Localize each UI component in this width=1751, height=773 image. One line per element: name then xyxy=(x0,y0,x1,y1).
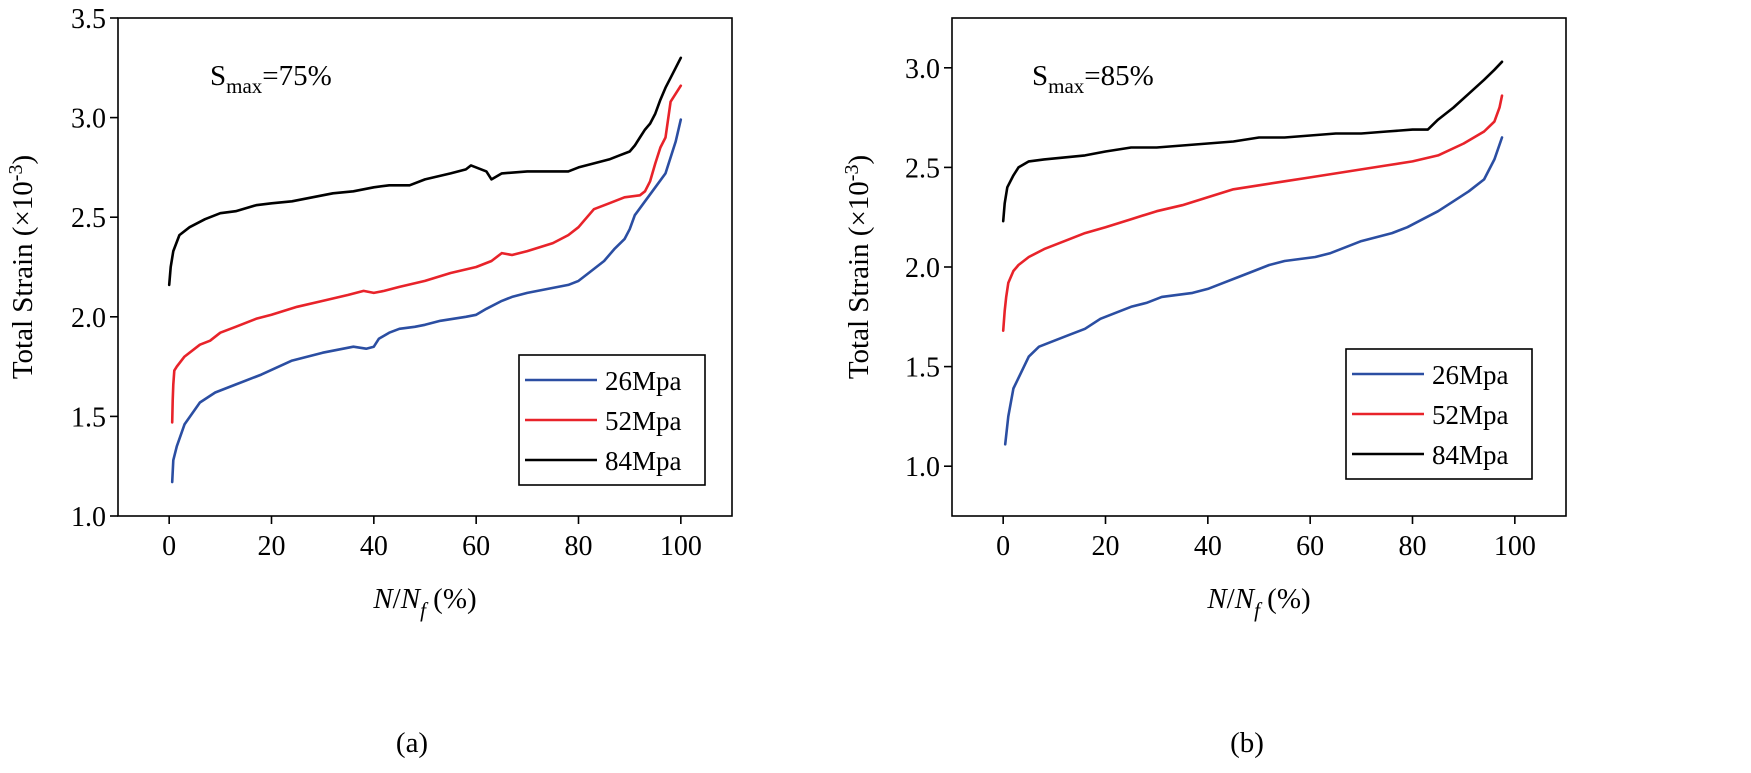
y-axis-title: Total Strain (×10-3) xyxy=(841,155,875,379)
y-axis-title-sup: -3 xyxy=(841,165,863,182)
x-tick-label: 0 xyxy=(162,531,176,562)
x-axis-title-n: N xyxy=(1206,583,1228,615)
series-line-84mpa xyxy=(1001,60,1504,223)
y-tick-label: 1.5 xyxy=(905,353,940,384)
x-axis-title-base: N xyxy=(400,583,422,615)
y-axis-title-close: ) xyxy=(7,155,39,165)
annotation-rest: =85% xyxy=(1084,60,1154,92)
plot-frame xyxy=(117,17,733,517)
x-tick-label: 40 xyxy=(360,531,388,562)
legend: 26Mpa 52Mpa 84Mpa xyxy=(1345,348,1533,480)
y-tick-label: 2.5 xyxy=(71,203,106,234)
y-tick-label: 3.0 xyxy=(71,104,106,135)
y-tick-label: 1.5 xyxy=(71,402,106,433)
y-axis-title: Total Strain (×10-3) xyxy=(5,155,39,379)
series-line-52mpa xyxy=(170,84,683,424)
annotation-rest: =75% xyxy=(262,60,332,92)
x-axis-title: N/Nf (%) xyxy=(1206,583,1310,622)
legend-label-26mpa: 26Mpa xyxy=(605,366,682,396)
y-axis-title-sup: -3 xyxy=(5,165,27,182)
x-tick-label: 80 xyxy=(1399,531,1427,562)
y-axis-title-text: Total Strain (×10 xyxy=(7,181,39,379)
x-tick-label: 60 xyxy=(462,531,490,562)
x-tick-label: 100 xyxy=(660,531,702,562)
x-axis-title-slash: / xyxy=(393,583,402,615)
panel-label: (a) xyxy=(396,727,428,759)
x-tick-label: 20 xyxy=(1092,531,1120,562)
x-axis-title-n: N xyxy=(372,583,394,615)
chart-panel-b: 0 20 40 60 80 100 1.0 1.5 2.0 2.5 3.0 26Mpa 52Mpa 84M… xyxy=(841,17,1567,759)
series-line-52mpa xyxy=(1001,94,1504,333)
x-axis-title-slash: / xyxy=(1227,583,1236,615)
legend: 26Mpa 52Mpa 84Mpa xyxy=(518,354,706,486)
chart-panel-a: 0 20 40 60 80 100 1.0 1.5 2.0 2.5 3.0 3.5 26Mpa 52Mpa… xyxy=(5,4,733,759)
legend-label-84mpa: 84Mpa xyxy=(1432,440,1509,470)
series-line-84mpa xyxy=(167,56,683,287)
x-axis-title-base: N xyxy=(1234,583,1256,615)
x-axis-title-unit: (%) xyxy=(426,583,477,615)
y-tick-label: 3.0 xyxy=(905,54,940,85)
x-tick-label: 20 xyxy=(258,531,286,562)
x-tick-label: 40 xyxy=(1194,531,1222,562)
legend-label-84mpa: 84Mpa xyxy=(605,446,682,476)
x-axis-title-sub: f xyxy=(1254,598,1263,622)
series-line-26mpa xyxy=(1003,136,1504,446)
legend-label-52mpa: 52Mpa xyxy=(605,406,682,436)
annotation-base: S xyxy=(1032,60,1048,92)
panel-label: (b) xyxy=(1230,727,1264,759)
smax-annotation: Smax=85% xyxy=(1032,60,1154,98)
smax-annotation: Smax=75% xyxy=(210,60,332,98)
y-tick-label: 1.0 xyxy=(905,452,940,483)
annotation-sub: max xyxy=(1048,74,1085,98)
y-tick-label: 3.5 xyxy=(71,4,106,35)
y-axis-title-close: ) xyxy=(843,155,875,165)
annotation-sub: max xyxy=(226,74,263,98)
legend-label-26mpa: 26Mpa xyxy=(1432,360,1509,390)
x-tick-label: 0 xyxy=(996,531,1010,562)
y-tick-label: 2.0 xyxy=(905,253,940,284)
x-axis-title-sub: f xyxy=(420,598,429,622)
y-tick-label: 1.0 xyxy=(71,502,106,533)
annotation-base: S xyxy=(210,60,226,92)
y-tick-label: 2.0 xyxy=(71,303,106,334)
x-tick-label: 80 xyxy=(565,531,593,562)
x-tick-label: 60 xyxy=(1296,531,1324,562)
x-axis-title: N/Nf (%) xyxy=(372,583,476,622)
legend-label-52mpa: 52Mpa xyxy=(1432,400,1509,430)
series-line-26mpa xyxy=(170,118,683,484)
y-tick-label: 2.5 xyxy=(905,153,940,184)
y-axis-title-text: Total Strain (×10 xyxy=(843,181,875,379)
x-axis-title-unit: (%) xyxy=(1260,583,1311,615)
x-tick-label: 100 xyxy=(1494,531,1536,562)
